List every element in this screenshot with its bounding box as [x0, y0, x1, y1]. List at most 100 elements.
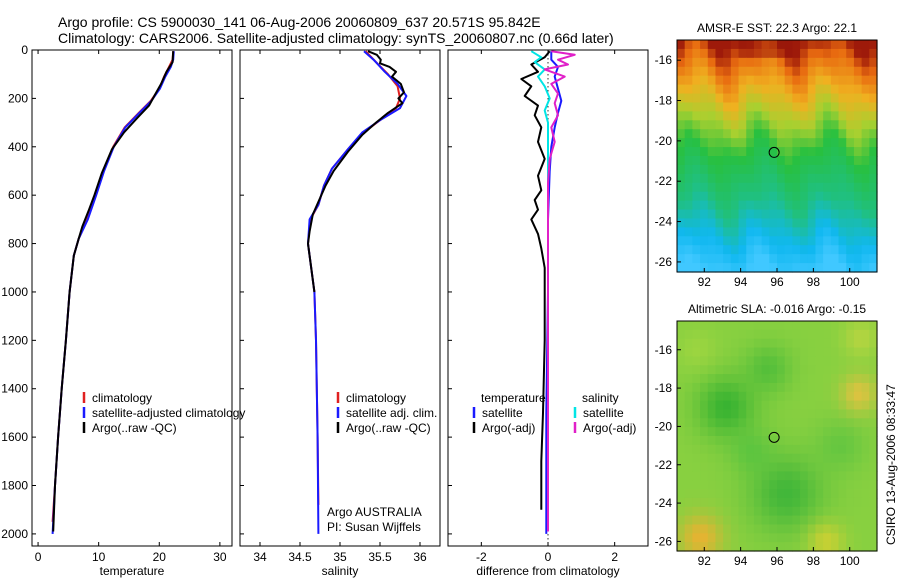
y-tick-label: -22: [655, 458, 673, 472]
map-cell: [838, 218, 847, 228]
map-cell: [830, 391, 840, 402]
map-cell: [815, 471, 824, 481]
map-cell: [700, 418, 709, 428]
map-cell: [800, 120, 809, 130]
map-cell: [800, 356, 809, 366]
map-cell: [861, 236, 870, 246]
map-cell: [738, 524, 747, 534]
map-cell: [738, 427, 747, 437]
map-cell: [684, 254, 693, 264]
map-cell: [730, 57, 740, 68]
map-cell: [723, 436, 732, 446]
map-cell: [792, 209, 801, 220]
map-cell: [807, 365, 817, 375]
map-cell: [807, 164, 817, 175]
map-cell: [853, 200, 863, 211]
map-cell: [861, 93, 870, 104]
map-cell: [723, 120, 732, 130]
map-cell: [830, 164, 840, 175]
annotation-operator: Argo AUSTRALIA: [327, 505, 422, 519]
map-cell: [769, 471, 778, 481]
map-cell: [777, 191, 786, 202]
map-cell: [753, 147, 763, 157]
map-cell: [715, 480, 724, 490]
map-cell: [761, 338, 770, 349]
map-cell: [715, 120, 724, 130]
map-cell: [846, 66, 855, 77]
map-cell: [784, 418, 793, 428]
map-cell: [715, 391, 724, 402]
map-cell: [707, 480, 717, 490]
map-cell: [830, 338, 840, 349]
map-cell: [800, 84, 809, 95]
map-cell: [838, 524, 847, 534]
map-cell: [692, 263, 701, 273]
map-cell: [853, 506, 863, 517]
map-cell: [800, 489, 809, 499]
map-cell: [807, 489, 817, 499]
map-cell: [869, 48, 878, 59]
x-tick-label: 92: [698, 275, 712, 289]
map-cell: [746, 400, 755, 411]
map-cell: [807, 218, 817, 228]
map-cell: [869, 84, 878, 95]
map-cell: [761, 173, 770, 184]
map-title: AMSR-E SST: 22.3 Argo: 22.1: [697, 21, 857, 35]
map-cell: [746, 427, 755, 437]
map-cell: [800, 347, 809, 357]
map-cell: [769, 418, 778, 428]
map-cell: [823, 427, 832, 437]
map-cell: [677, 436, 686, 446]
map-cell: [800, 138, 809, 148]
map-cell: [800, 111, 809, 121]
map-cell: [869, 329, 878, 340]
map-cell: [777, 164, 786, 175]
map-cell: [677, 400, 686, 411]
map-cell: [777, 227, 786, 237]
map-cell: [761, 480, 770, 490]
map-cell: [777, 524, 786, 534]
map-cell: [746, 365, 755, 375]
map-cell: [846, 356, 855, 366]
map-cell: [830, 93, 840, 104]
footer-stamp: CSIRO 13-Aug-2006 08:33:47: [884, 384, 898, 545]
map-cell: [869, 164, 878, 175]
map-cell: [677, 524, 686, 534]
map-cell: [861, 40, 870, 50]
map-cell: [846, 444, 855, 455]
map-cell: [853, 471, 863, 481]
map-cell: [700, 236, 709, 246]
map-cell: [746, 66, 755, 77]
map-cell: [853, 462, 863, 472]
map-cell: [830, 200, 840, 211]
map-cell: [753, 480, 763, 490]
map-cell: [677, 489, 686, 499]
map-cell: [746, 524, 755, 534]
map-cell: [753, 263, 763, 273]
map-cell: [769, 102, 778, 112]
map-cell: [753, 356, 763, 366]
map-cell: [684, 164, 693, 175]
map-cell: [769, 374, 778, 384]
map-cell: [761, 347, 770, 357]
map-cell: [800, 338, 809, 349]
map-cell: [777, 489, 786, 499]
map-cell: [792, 227, 801, 237]
map-cell: [830, 409, 840, 419]
map-cell: [684, 418, 693, 428]
map-cell: [700, 129, 709, 139]
map-cell: [800, 182, 809, 193]
map-cell: [777, 156, 786, 166]
map-cell: [861, 102, 870, 112]
y-tick-label: 1400: [1, 382, 28, 396]
map-cell: [769, 156, 778, 166]
map-cell: [715, 40, 724, 50]
legend-label: Argo(-adj): [583, 421, 636, 435]
map-cell: [753, 400, 763, 411]
map-cell: [830, 506, 840, 517]
map-cell: [700, 497, 709, 508]
map-cell: [846, 227, 855, 237]
y-tick-label: 200: [8, 91, 28, 105]
map-cell: [707, 506, 717, 517]
map-cell: [715, 57, 724, 68]
